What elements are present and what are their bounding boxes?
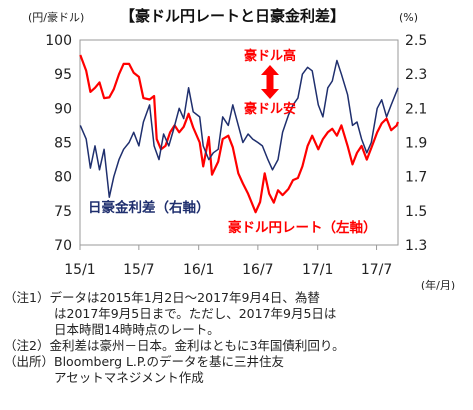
x-tick-label: 15/1 <box>64 262 95 278</box>
y-left-tick-label: 75 <box>54 204 72 220</box>
y-right-tick-label: 2.3 <box>405 67 427 83</box>
spread-series-label: 日豪金利差（右軸） <box>88 199 210 216</box>
y-left-tick-labels: 100 95 90 85 80 75 70 <box>45 33 72 254</box>
double-arrow-icon <box>261 65 279 99</box>
x-tick-label: 17/1 <box>302 262 333 278</box>
y-left-tick-label: 90 <box>54 101 72 117</box>
footnote-line: 日本時間14時時点のレート。 <box>54 322 220 337</box>
rate-series-label: 豪ドル円レート（左軸） <box>228 219 377 236</box>
y-left-tick-label: 85 <box>54 136 72 152</box>
footnote-line: は2017年9月5日まで。ただし、2017年9月5日は <box>54 306 337 321</box>
y-right-tick-label: 1.5 <box>405 204 427 220</box>
y-right-tick-label: 2.1 <box>405 101 427 117</box>
x-tick-label: 16/7 <box>242 262 273 278</box>
x-tick-label: 17/7 <box>361 262 392 278</box>
footnote-line: （注2）金利差は豪州－日本。金利はともに3年国債利回り。 <box>4 338 345 353</box>
y-right-tick-labels: 2.5 2.3 2.1 1.9 1.7 1.5 1.3 <box>405 33 427 254</box>
y-left-tick-label: 100 <box>45 33 72 49</box>
chart: (円/豪ドル) 【豪ドル円レートと日豪金利差】 (%) 100 95 90 85 80 7… <box>28 7 455 290</box>
footnotes: （注1）データは2015年1月2日～2017年9月4日、為替 は2017年9月5日… <box>4 290 470 386</box>
footnote-line: アセットマネジメント作成 <box>54 370 204 385</box>
spread-series-line <box>79 59 399 198</box>
footnote-line: （出所）Bloomberg L.P.のデータを基に三井住友 <box>4 354 284 369</box>
x-tick-marks <box>79 245 378 250</box>
y-right-tick-label: 1.9 <box>405 136 427 152</box>
y-right-tick-label: 2.5 <box>405 33 427 49</box>
right-axis-unit: (%) <box>399 11 418 24</box>
x-tick-labels: 15/1 15/7 16/1 16/7 17/1 17/7 <box>64 262 392 278</box>
annotation-high: 豪ドル高 <box>244 48 296 64</box>
x-axis-unit: (年/月) <box>421 278 455 290</box>
footnote-line: （注1）データは2015年1月2日～2017年9月4日、為替 <box>4 290 320 305</box>
rate-series-line <box>79 54 400 214</box>
x-tick-label: 15/7 <box>123 262 154 278</box>
chart-title: 【豪ドル円レートと日豪金利差】 <box>120 7 345 25</box>
y-left-tick-label: 70 <box>54 238 72 254</box>
y-right-tick-label: 1.3 <box>405 238 427 254</box>
plot-area <box>79 39 399 246</box>
y-left-tick-label: 95 <box>54 67 72 83</box>
y-left-tick-label: 80 <box>54 170 72 186</box>
y-right-tick-label: 1.7 <box>405 170 427 186</box>
annotation-low: 豪ドル安 <box>244 101 296 117</box>
left-axis-unit: (円/豪ドル) <box>28 10 84 24</box>
x-tick-label: 16/1 <box>183 262 214 278</box>
